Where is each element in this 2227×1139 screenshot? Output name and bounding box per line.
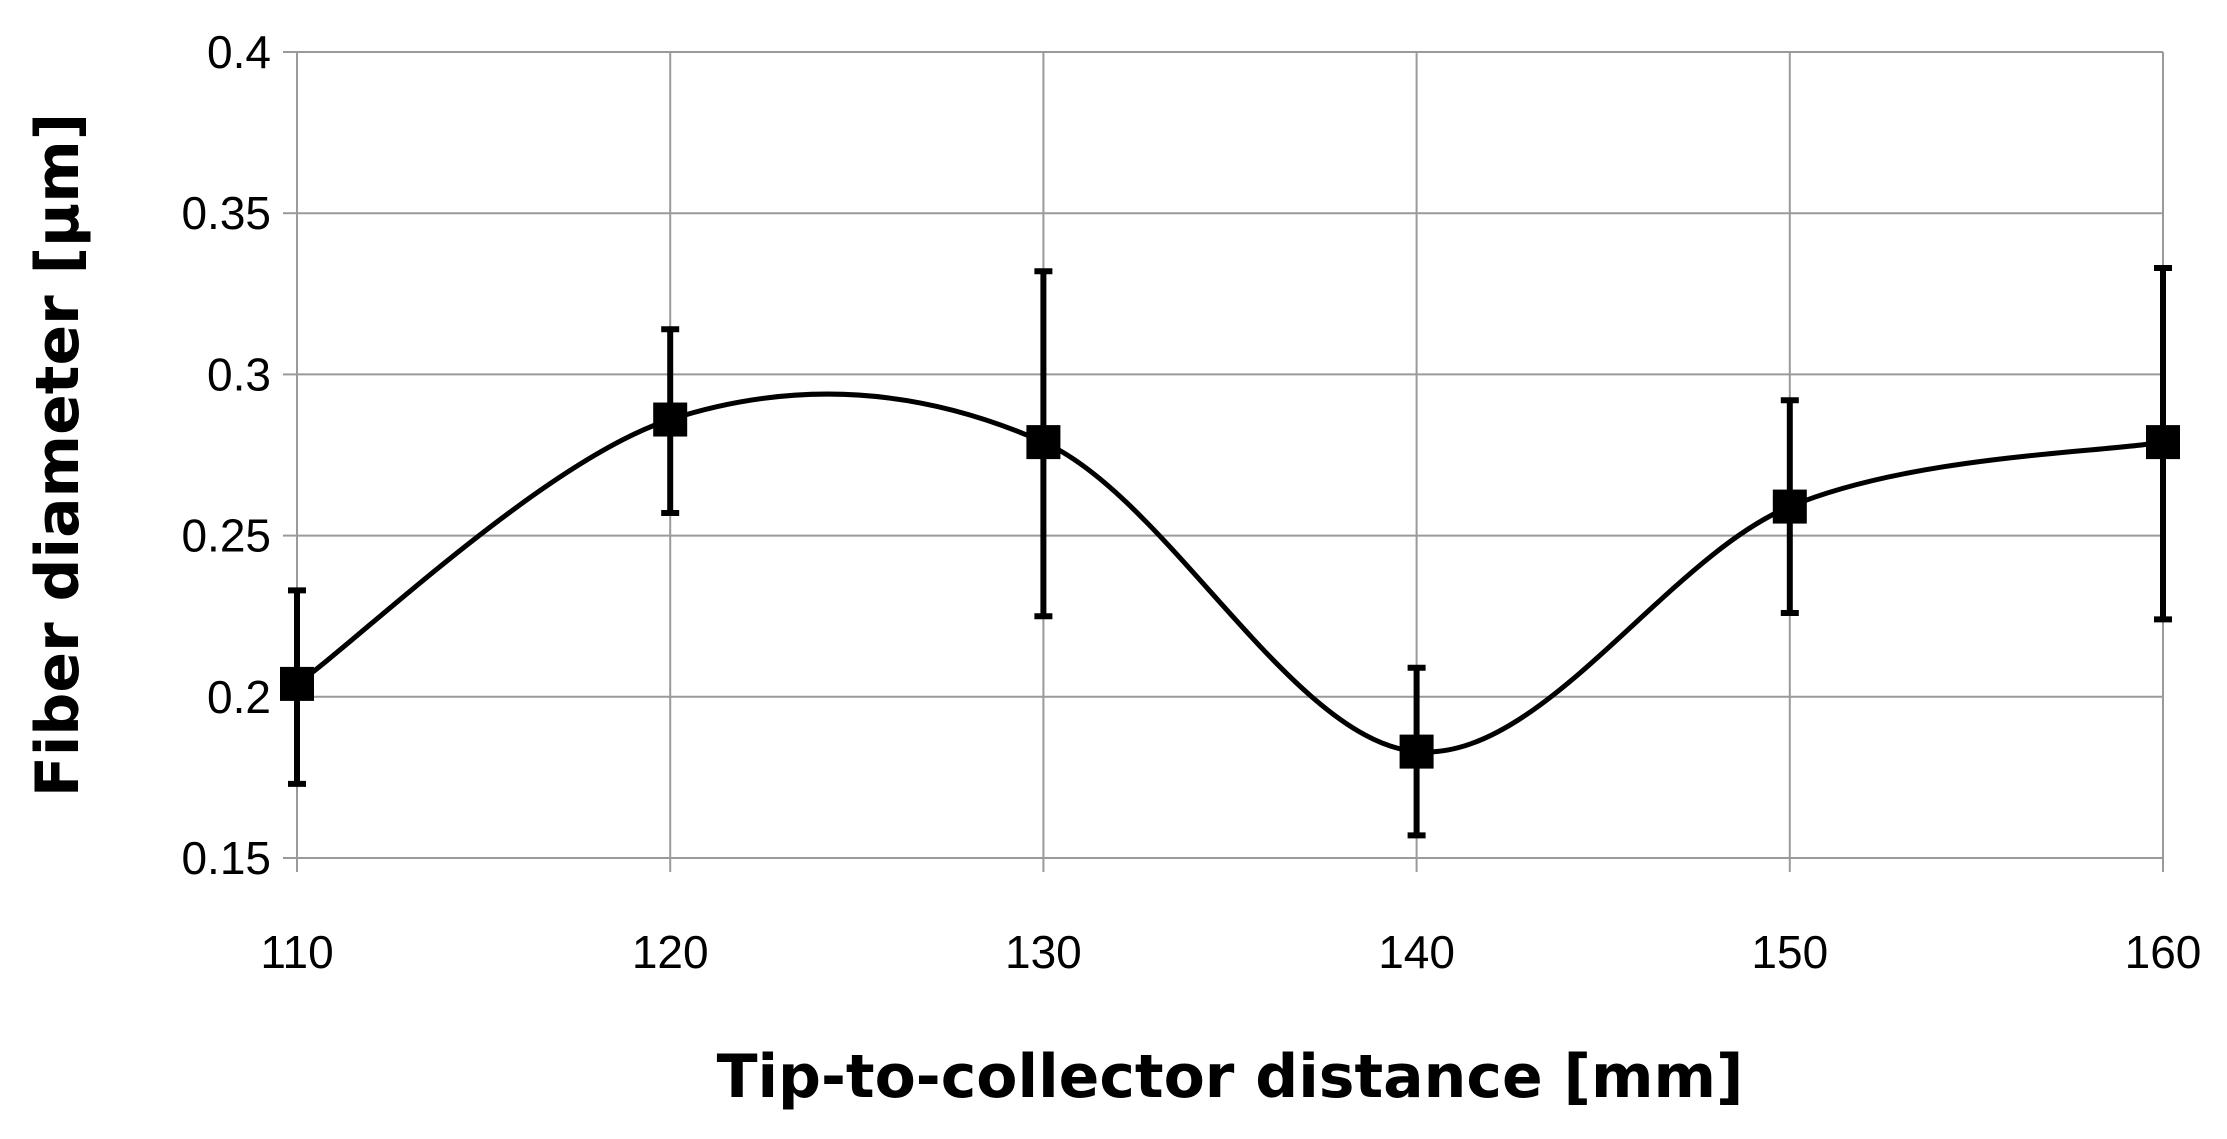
y-tick-label: 0.4 bbox=[207, 26, 271, 78]
error-bars bbox=[288, 265, 2172, 839]
y-tick-label: 0.25 bbox=[181, 510, 271, 562]
y-tick-labels: 0.15 0.2 0.25 0.3 0.35 0.4 bbox=[181, 26, 271, 884]
data-point-marker bbox=[653, 402, 688, 437]
grid bbox=[283, 51, 2164, 872]
x-tick-labels: 110 120 130 140 150 160 bbox=[260, 926, 2201, 978]
data-point-marker bbox=[1772, 489, 1807, 524]
x-tick-label: 160 bbox=[2125, 926, 2202, 978]
y-tick-label: 0.3 bbox=[207, 348, 271, 400]
data-point-marker bbox=[1026, 425, 1061, 460]
x-tick-label: 130 bbox=[1005, 926, 1082, 978]
series-line bbox=[295, 391, 2164, 755]
y-tick-label: 0.2 bbox=[207, 671, 271, 723]
y-tick-label: 0.35 bbox=[181, 187, 271, 239]
y-tick-label: 0.15 bbox=[181, 832, 271, 884]
x-tick-label: 120 bbox=[632, 926, 709, 978]
y-axis-title: Fiber diameter [µm] bbox=[23, 113, 93, 797]
x-tick-label: 140 bbox=[1378, 926, 1455, 978]
data-point-marker bbox=[1399, 734, 1434, 769]
x-tick-label: 150 bbox=[1751, 926, 1828, 978]
data-markers bbox=[280, 402, 2180, 769]
x-axis-title: Tip-to-collector distance [mm] bbox=[717, 1042, 1744, 1112]
x-tick-label: 110 bbox=[260, 926, 333, 978]
data-point-marker bbox=[280, 666, 314, 701]
data-point-marker bbox=[2146, 425, 2180, 460]
